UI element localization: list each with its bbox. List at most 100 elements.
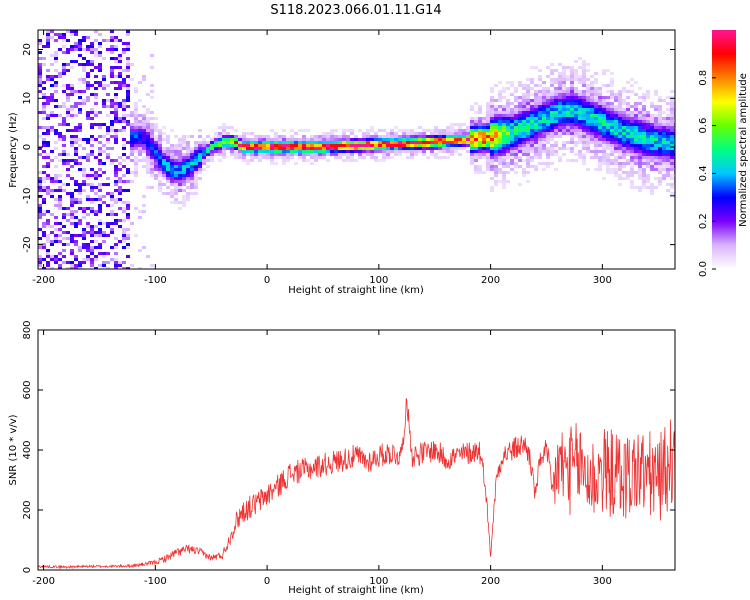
heatmap-cell — [558, 84, 562, 87]
heatmap-cell — [150, 96, 154, 99]
heatmap-cell — [606, 135, 610, 138]
heatmap-cell — [114, 261, 118, 264]
heatmap-cell — [478, 168, 482, 171]
heatmap-cell — [618, 147, 622, 150]
heatmap-cell — [498, 168, 502, 171]
heatmap-cell — [510, 153, 514, 156]
heatmap-cell — [598, 135, 602, 138]
heatmap-cell — [270, 153, 274, 156]
heatmap-cell — [594, 108, 598, 111]
heatmap-cell — [62, 255, 66, 258]
heatmap-cell — [106, 138, 110, 141]
heatmap-cell — [46, 174, 50, 177]
heatmap-cell — [322, 150, 326, 153]
heatmap-cell — [58, 198, 62, 201]
heatmap-cell — [550, 72, 554, 75]
heatmap-cell — [114, 96, 118, 99]
heatmap-cell — [142, 132, 146, 135]
heatmap-cell — [246, 138, 250, 141]
heatmap-cell — [70, 30, 74, 33]
heatmap-cell — [118, 75, 122, 78]
heatmap-cell — [430, 150, 434, 153]
y-tick-label: 800 — [22, 320, 33, 339]
heatmap-cell — [294, 153, 298, 156]
heatmap-cell — [74, 162, 78, 165]
heatmap-cell — [70, 114, 74, 117]
heatmap-cell — [258, 150, 262, 153]
heatmap-cell — [42, 108, 46, 111]
heatmap-cell — [582, 96, 586, 99]
heatmap-cell — [90, 144, 94, 147]
heatmap-cell — [142, 138, 146, 141]
heatmap-cell — [54, 129, 58, 132]
heatmap-cell — [670, 183, 674, 186]
heatmap-cell — [346, 135, 350, 138]
heatmap-cell — [490, 165, 494, 168]
heatmap-cell — [642, 117, 646, 120]
heatmap-cell — [170, 159, 174, 162]
heatmap-cell — [266, 147, 270, 150]
heatmap-cell — [114, 243, 118, 246]
heatmap-cell — [194, 147, 198, 150]
heatmap-cell — [70, 234, 74, 237]
heatmap-cell — [206, 150, 210, 153]
heatmap-cell — [626, 81, 630, 84]
heatmap-cell — [502, 135, 506, 138]
heatmap-cell — [194, 186, 198, 189]
heatmap-cell — [518, 120, 522, 123]
heatmap-cell — [638, 117, 642, 120]
heatmap-cell — [650, 129, 654, 132]
heatmap-cell — [182, 135, 186, 138]
heatmap-cell — [38, 255, 42, 258]
heatmap-cell — [630, 117, 634, 120]
heatmap-cell — [382, 153, 386, 156]
heatmap-cell — [166, 174, 170, 177]
heatmap-cell — [126, 120, 130, 123]
heatmap-cell — [146, 111, 150, 114]
heatmap-cell — [618, 120, 622, 123]
heatmap-cell — [482, 138, 486, 141]
heatmap-cell — [554, 96, 558, 99]
heatmap-cell — [438, 150, 442, 153]
heatmap-cell — [290, 138, 294, 141]
heatmap-cell — [494, 171, 498, 174]
heatmap-cell — [222, 132, 226, 135]
heatmap-cell — [178, 174, 182, 177]
heatmap-cell — [198, 135, 202, 138]
heatmap-cell — [62, 90, 66, 93]
heatmap-cell — [110, 57, 114, 60]
heatmap-cell — [586, 63, 590, 66]
heatmap-cell — [426, 147, 430, 150]
heatmap-cell — [442, 144, 446, 147]
heatmap-cell — [662, 132, 666, 135]
heatmap-cell — [638, 174, 642, 177]
heatmap-cell — [602, 105, 606, 108]
heatmap-cell — [66, 231, 70, 234]
heatmap-cell — [522, 174, 526, 177]
heatmap-cell — [102, 144, 106, 147]
heatmap-cell — [118, 189, 122, 192]
heatmap-cell — [534, 165, 538, 168]
heatmap-cell — [110, 39, 114, 42]
heatmap-cell — [66, 183, 70, 186]
heatmap-cell — [618, 144, 622, 147]
heatmap-cell — [122, 207, 126, 210]
heatmap-cell — [582, 153, 586, 156]
heatmap-cell — [650, 102, 654, 105]
heatmap-cell — [58, 114, 62, 117]
heatmap-cell — [66, 51, 70, 54]
heatmap-cell — [246, 159, 250, 162]
heatmap-cell — [274, 153, 278, 156]
heatmap-cell — [606, 117, 610, 120]
heatmap-cell — [62, 237, 66, 240]
heatmap-cell — [266, 138, 270, 141]
heatmap-cell — [602, 138, 606, 141]
heatmap-cell — [38, 258, 42, 261]
heatmap-cell — [318, 153, 322, 156]
heatmap-cell — [110, 129, 114, 132]
heatmap-cell — [570, 132, 574, 135]
heatmap-cell — [514, 111, 518, 114]
heatmap-cell — [438, 144, 442, 147]
heatmap-cell — [310, 162, 314, 165]
heatmap-cell — [394, 135, 398, 138]
